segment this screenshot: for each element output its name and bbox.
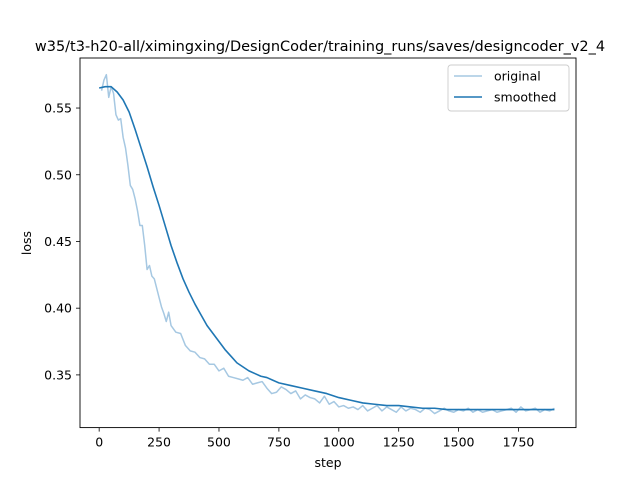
y-tick-label: 0.45: [44, 234, 72, 249]
x-tick-label: 1500: [443, 435, 475, 450]
chart-title: w35/t3-h20-all/ximingxing/DesignCoder/tr…: [35, 39, 605, 55]
series-line-smoothed: [98, 85, 555, 411]
x-tick-label: 1750: [503, 435, 535, 450]
x-axis-label: step: [314, 455, 341, 470]
legend-label-original: original: [494, 69, 541, 84]
y-tick-label: 0.40: [44, 301, 72, 316]
plot-lines: [98, 73, 555, 415]
x-tick-label: 1000: [323, 435, 355, 450]
x-tick-label: 1250: [383, 435, 415, 450]
y-axis-label: loss: [19, 231, 34, 255]
legend-label-smoothed: smoothed: [494, 90, 556, 105]
series-line-original: [100, 73, 555, 415]
legend: original smoothed: [447, 64, 570, 112]
x-axis: 0 250 500 750 1000 1250 1500 1750: [95, 427, 535, 450]
x-tick-label: 0: [95, 435, 103, 450]
plot-frame: [79, 57, 577, 429]
x-tick-label: 750: [267, 435, 291, 450]
x-tick-label: 500: [207, 435, 231, 450]
x-tick-label: 250: [147, 435, 171, 450]
y-tick-label: 0.55: [44, 101, 72, 116]
y-tick-label: 0.50: [44, 167, 72, 182]
y-tick-label: 0.35: [44, 367, 72, 382]
y-axis: 0.35 0.40 0.45 0.50 0.55: [44, 101, 80, 382]
